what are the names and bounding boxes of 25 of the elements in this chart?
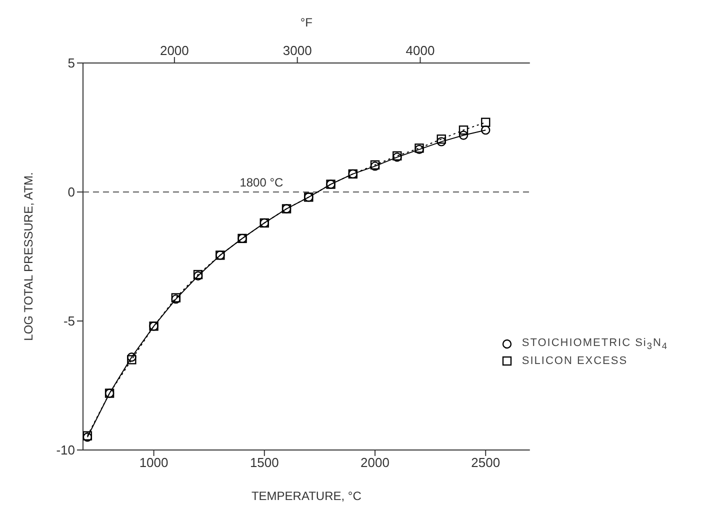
x2-tick-label: 4000 [406,43,435,58]
x-axis-title: TEMPERATURE, °C [251,489,362,503]
point [481,125,490,135]
x2-tick-label: 3000 [282,43,312,58]
point [127,352,136,362]
x-tick-label: 1500 [250,455,279,470]
y-tick-label: 0 [68,184,75,200]
x2-axis-title: °F [300,16,313,30]
y-tick-label: -10 [56,442,75,458]
legend-label: SILICON EXCESS [522,355,628,368]
x2-tick-label: 2000 [160,43,189,58]
y-tick-label: -5 [63,314,75,329]
point [458,125,468,135]
ref-line-label: 1800 °C [240,175,284,190]
point [481,118,490,127]
point [436,137,446,146]
y-axis-title: LOG TOTAL PRESSURE, ATM. [21,172,36,341]
x-tick-label: 2500 [471,455,500,470]
y-tick-label: 5 [68,56,75,71]
x-tick-label: 1000 [139,455,168,470]
legend-label: STOICHIOMETRIC Si$_{3}$N$_{4}$ [522,336,668,352]
point [458,130,468,140]
point [436,134,446,144]
x-tick-label: 2000 [360,455,390,470]
point [127,355,136,364]
